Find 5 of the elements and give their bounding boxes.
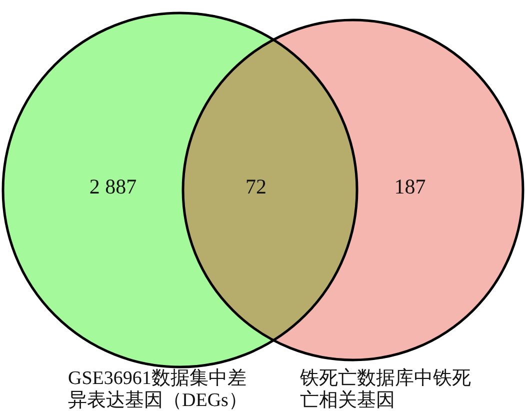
data-label: 2 887 bbox=[89, 174, 137, 199]
data-label: 187 bbox=[394, 174, 426, 199]
data-label: 72 bbox=[246, 174, 266, 199]
text: 铁死亡数据库中铁死亡相关基因 bbox=[300, 368, 472, 411]
text: GSE36961数据集中差异表达基因（DEGs） bbox=[68, 368, 248, 411]
